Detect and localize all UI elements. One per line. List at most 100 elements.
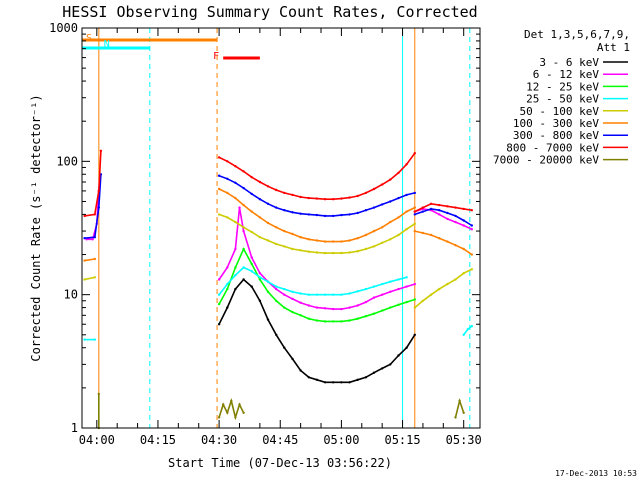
point-100-300-kev: [250, 210, 253, 213]
point-7000-20000-kev: [462, 411, 465, 414]
point-6-12-kev: [258, 272, 262, 275]
point-12-25-kev: [307, 317, 310, 320]
point-25-50-kev: [470, 325, 473, 328]
point-25-50-kev: [323, 293, 327, 296]
point-100-300-kev: [429, 233, 433, 237]
point-50-100-kev: [413, 222, 416, 225]
point-300-800-kev: [413, 213, 416, 216]
x-tick-label: 04:30: [201, 433, 237, 447]
point-12-25-kev: [315, 319, 319, 322]
point-7000-20000-kev: [242, 411, 245, 414]
point-300-800-kev: [421, 210, 425, 213]
point-100-300-kev: [438, 237, 441, 240]
point-25-50-kev: [389, 280, 392, 283]
point-25-50-kev: [340, 293, 343, 296]
point-300-800-kev: [299, 212, 302, 215]
point-12-25-kev: [266, 290, 270, 293]
point-25-50-kev: [462, 333, 465, 336]
point-100-300-kev: [93, 257, 97, 261]
point-50-100-kev: [372, 245, 376, 248]
point-7000-20000-kev: [97, 392, 101, 396]
point-12-25-kev: [340, 320, 343, 323]
point-12-25-kev: [299, 314, 302, 317]
point-12-25-kev: [405, 300, 408, 304]
point-50-100-kev: [381, 241, 384, 244]
point-300-800-kev: [234, 181, 237, 184]
point-300-800-kev: [462, 219, 465, 222]
point-25-50-kev: [381, 282, 384, 286]
point-6-12-kev: [397, 287, 400, 291]
point-3-6-kev: [397, 354, 400, 357]
point-800-7000-kev: [340, 197, 343, 200]
series-100-300-kev-segment-1: [84, 258, 95, 262]
flag-label-f: F: [213, 51, 219, 62]
point-800-7000-kev: [462, 207, 465, 211]
point-50-100-kev: [446, 282, 449, 286]
x-tick-label: 05:15: [384, 433, 420, 447]
point-800-7000-kev: [217, 156, 221, 159]
point-100-300-kev: [421, 231, 425, 235]
point-800-7000-kev: [99, 149, 103, 152]
point-12-25-kev: [364, 315, 368, 318]
point-6-12-kev: [332, 307, 335, 311]
point-300-800-kev: [266, 202, 270, 205]
point-6-12-kev: [283, 293, 286, 296]
series-800-7000-kev-segment-1: [84, 150, 102, 217]
point-25-50-kev: [258, 276, 262, 279]
point-800-7000-kev: [372, 187, 376, 191]
point-6-12-kev: [234, 247, 237, 251]
point-6-12-kev: [275, 287, 278, 291]
point-12-25-kev: [242, 247, 245, 251]
point-50-100-kev: [438, 287, 441, 291]
point-800-7000-kev: [446, 205, 449, 208]
point-100-300-kev: [372, 229, 376, 233]
legend-header-line-2: Att 1: [597, 41, 630, 54]
point-800-7000-kev: [242, 170, 245, 173]
point-100-300-kev: [364, 233, 368, 237]
point-3-6-kev: [381, 367, 384, 370]
point-50-100-kev: [242, 226, 245, 229]
point-3-6-kev: [283, 346, 286, 349]
point-300-800-kev: [250, 192, 253, 196]
point-25-50-kev: [332, 293, 335, 296]
point-3-6-kev: [364, 376, 368, 379]
point-100-300-kev: [332, 240, 335, 243]
y-tick-label: 100: [56, 154, 78, 168]
point-800-7000-kev: [413, 152, 416, 155]
point-800-7000-kev: [348, 196, 351, 199]
point-6-12-kev: [250, 256, 253, 259]
point-6-12-kev: [454, 220, 457, 224]
point-7000-20000-kev: [226, 411, 229, 414]
point-25-50-kev: [226, 282, 229, 286]
point-800-7000-kev: [397, 171, 400, 174]
point-300-800-kev: [258, 198, 262, 201]
x-tick-label: 04:00: [79, 433, 115, 447]
point-3-6-kev: [389, 363, 392, 366]
point-6-12-kev: [462, 224, 465, 227]
point-3-6-kev: [413, 333, 416, 336]
point-50-100-kev: [323, 251, 327, 255]
point-300-800-kev: [283, 209, 286, 212]
point-100-300-kev: [283, 229, 286, 233]
point-25-50-kev: [283, 287, 286, 291]
point-800-7000-kev: [421, 206, 425, 209]
point-50-100-kev: [307, 250, 310, 253]
point-800-7000-kev: [283, 191, 286, 195]
legend-header-line-1: Det 1,3,5,6,7,9,: [524, 28, 630, 41]
point-100-300-kev: [389, 220, 392, 224]
point-100-300-kev: [315, 239, 319, 242]
point-3-6-kev: [258, 299, 262, 302]
y-axis-label: Corrected Count Rate (s⁻¹ detector⁻¹): [29, 94, 43, 361]
point-12-25-kev: [356, 317, 359, 320]
point-800-7000-kev: [250, 176, 253, 179]
point-12-25-kev: [234, 266, 237, 269]
point-3-6-kev: [217, 323, 221, 326]
point-300-800-kev: [340, 213, 343, 217]
chart-title: HESSI Observing Summary Count Rates, Cor…: [62, 3, 477, 21]
legend-label-800-7000-kev: 800 - 7000 keV: [506, 141, 599, 154]
point-25-50-kev: [242, 266, 245, 269]
point-25-50-kev: [250, 270, 253, 273]
point-50-100-kev: [462, 272, 465, 275]
plot-area: S N F: [82, 28, 473, 430]
